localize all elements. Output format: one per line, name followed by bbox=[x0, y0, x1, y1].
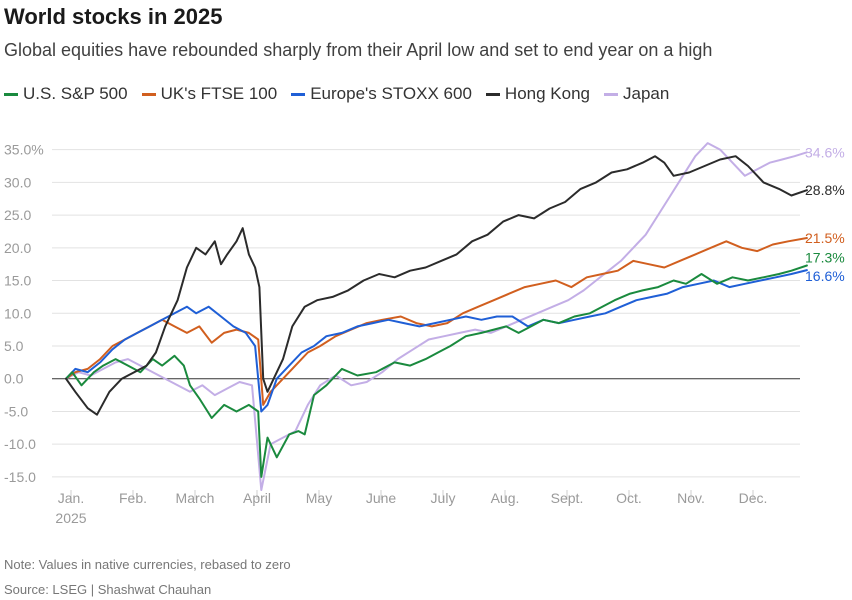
legend-swatch-hongkong bbox=[485, 92, 500, 96]
y-tick-label: 30.0 bbox=[4, 174, 31, 190]
legend-item-hongkong: Hong Kong bbox=[485, 84, 590, 104]
legend-item-ftse100: UK's FTSE 100 bbox=[141, 84, 278, 104]
legend-item-sp500: U.S. S&P 500 bbox=[4, 84, 128, 104]
ftse100-line bbox=[65, 237, 808, 406]
hongkong-line bbox=[65, 155, 808, 416]
legend-label-hongkong: Hong Kong bbox=[504, 84, 590, 103]
y-tick-label: 20.0 bbox=[4, 240, 31, 256]
japan-end-label: 34.6% bbox=[805, 144, 845, 160]
sp500-line bbox=[65, 264, 808, 478]
x-tick-label: March bbox=[176, 490, 215, 506]
legend-swatch-sp500 bbox=[4, 92, 18, 96]
x-tick-label: Nov. bbox=[677, 490, 705, 506]
legend-label-japan: Japan bbox=[623, 84, 670, 103]
x-tick-label: July bbox=[431, 490, 456, 506]
stoxx600-line bbox=[65, 269, 808, 413]
x-tick-label: Jan. bbox=[58, 490, 84, 506]
y-tick-label: -5.0 bbox=[4, 403, 28, 419]
x-tick-label: May bbox=[306, 490, 332, 506]
ftse100-end-label: 21.5% bbox=[805, 230, 845, 246]
legend-swatch-stoxx600 bbox=[291, 92, 306, 96]
legend-label-ftse100: UK's FTSE 100 bbox=[160, 84, 278, 103]
chart-note: Note: Values in native currencies, rebas… bbox=[4, 557, 291, 572]
line-chart: -15.0 -10.0 -5.0 0.0 5.0 10.0 15.0 20.0 25.0 30.0… bbox=[4, 142, 845, 526]
x-year-label: 2025 bbox=[55, 510, 86, 526]
chart-source: Source: LSEG | Shashwat Chauhan bbox=[4, 582, 212, 597]
x-tick-label: Feb. bbox=[119, 490, 147, 506]
x-tick-label: Oct. bbox=[616, 490, 642, 506]
legend-label-stoxx600: Europe's STOXX 600 bbox=[310, 84, 472, 103]
chart-title: World stocks in 2025 bbox=[4, 4, 223, 29]
y-tick-label: -10.0 bbox=[4, 436, 36, 452]
legend-item-japan: Japan bbox=[604, 84, 669, 104]
y-tick-label: 5.0 bbox=[4, 338, 24, 354]
y-tick-label: 0.0 bbox=[4, 371, 24, 387]
x-tick-label: April bbox=[243, 490, 271, 506]
y-tick-label: -15.0 bbox=[4, 469, 36, 485]
japan-line bbox=[65, 142, 808, 491]
x-tick-label: Sept. bbox=[551, 490, 584, 506]
y-tick-label: 35.0% bbox=[4, 142, 44, 158]
stoxx600-end-label: 16.6% bbox=[805, 268, 845, 284]
y-tick-label: 25.0 bbox=[4, 207, 31, 223]
hongkong-end-label: 28.8% bbox=[805, 182, 845, 198]
y-tick-label: 15.0 bbox=[4, 273, 31, 289]
sp500-end-label: 17.3% bbox=[805, 249, 845, 265]
y-tick-label: 10.0 bbox=[4, 305, 31, 321]
chart-subtitle: Global equities have rebounded sharply f… bbox=[4, 40, 713, 60]
x-tick-label: Aug. bbox=[491, 490, 520, 506]
x-tick-label: June bbox=[366, 490, 397, 506]
legend-swatch-japan bbox=[604, 92, 618, 96]
legend-label-sp500: U.S. S&P 500 bbox=[23, 84, 128, 103]
legend-item-stoxx600: Europe's STOXX 600 bbox=[291, 84, 472, 104]
x-tick-label: Dec. bbox=[739, 490, 768, 506]
legend-swatch-ftse100 bbox=[141, 92, 156, 96]
legend: U.S. S&P 500 UK's FTSE 100 Europe's STOX… bbox=[4, 84, 669, 104]
